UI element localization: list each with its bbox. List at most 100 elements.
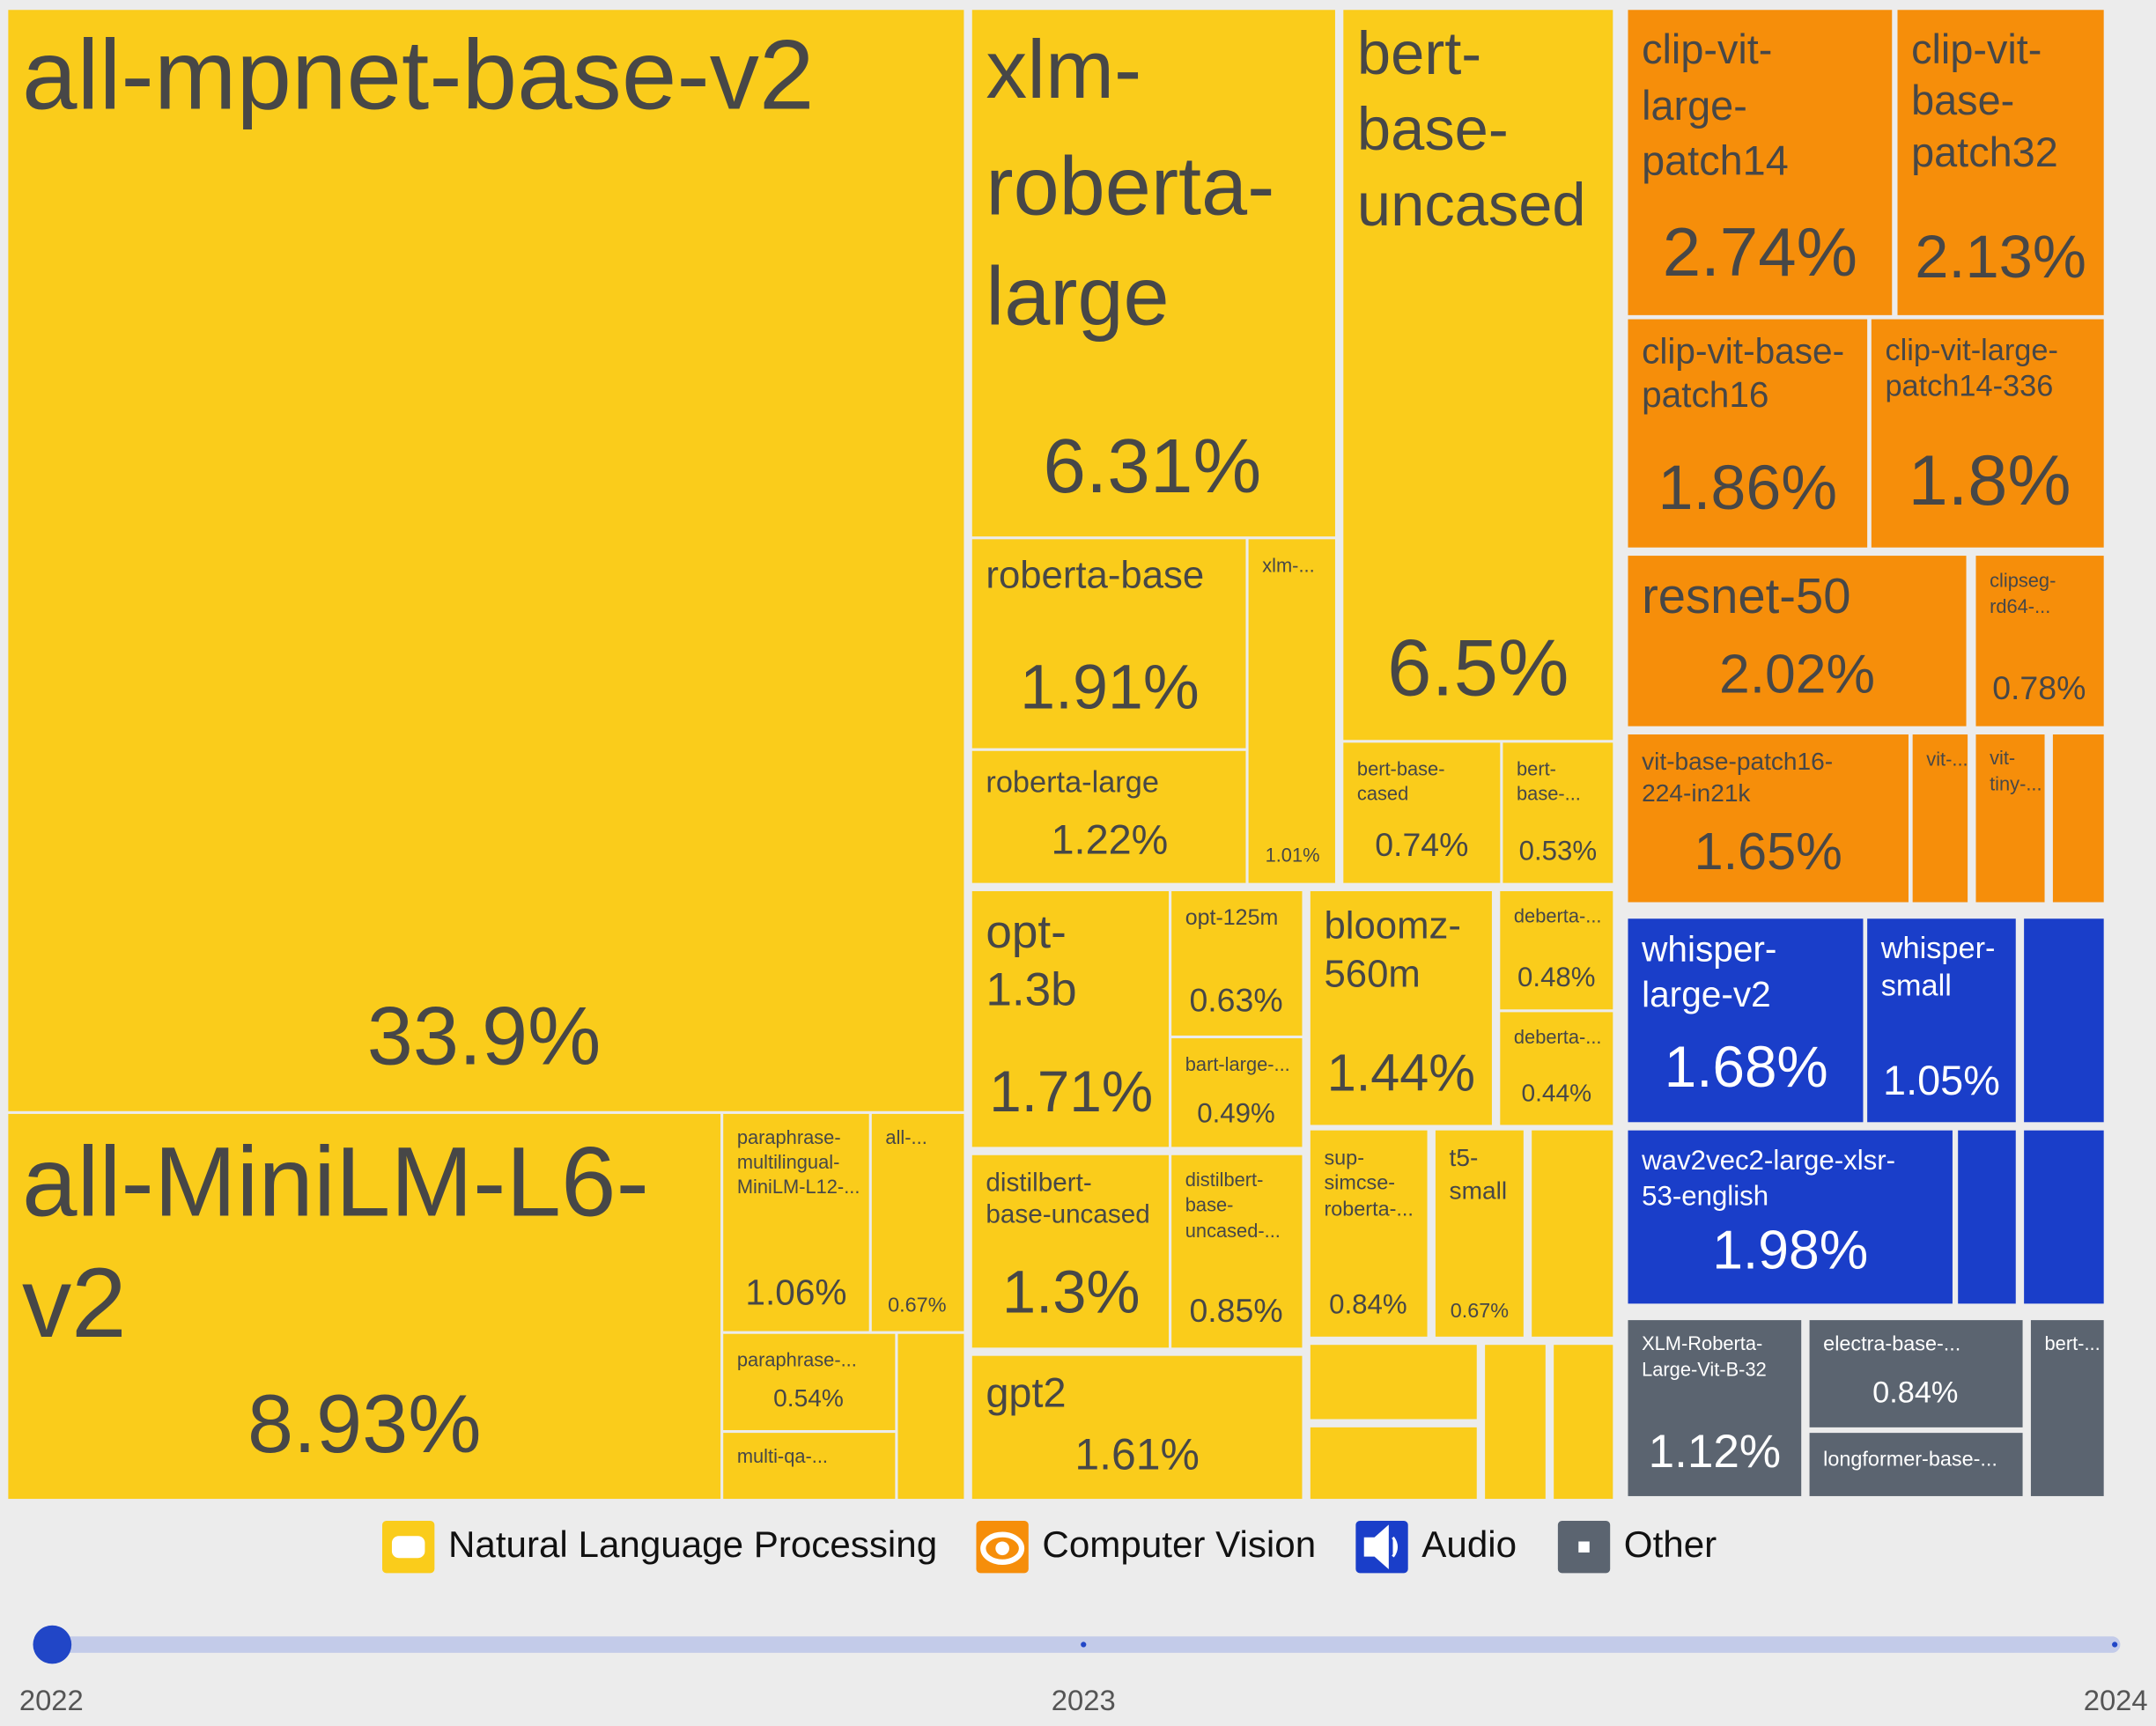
treemap-tile[interactable]: [971, 10, 1335, 537]
treemap-tile[interactable]: [971, 891, 1170, 1147]
tile-value: 0.44%: [1521, 1079, 1591, 1106]
legend-item[interactable]: Computer Vision: [976, 1521, 1316, 1574]
timeline-label: 2022: [19, 1684, 84, 1716]
tile-label: roberta-base: [986, 554, 1204, 597]
legend-item[interactable]: Other: [1557, 1521, 1717, 1574]
tile-label: MiniLM-L12-...: [737, 1176, 860, 1198]
tile-label: opt-125m: [1185, 905, 1278, 930]
treemap-tile[interactable]: [1867, 918, 2016, 1123]
tile-label: clipseg-: [1990, 569, 2056, 591]
treemap-tile[interactable]: [723, 1433, 896, 1500]
treemap-tile[interactable]: [1310, 1427, 1477, 1500]
treemap-tile[interactable]: [1171, 891, 1303, 1036]
tile-value: 1.61%: [1074, 1429, 1200, 1479]
treemap-tile[interactable]: [1975, 556, 2104, 727]
icon-shape: [391, 1536, 425, 1559]
icon-shape: [1578, 1541, 1590, 1553]
treemap-tile[interactable]: [2024, 1130, 2104, 1304]
treemap-tile[interactable]: [2052, 734, 2104, 903]
treemap-tile[interactable]: [897, 1333, 964, 1500]
treemap-tile[interactable]: [2030, 1320, 2104, 1496]
tile-label: paraphrase-: [737, 1126, 841, 1148]
treemap-tile[interactable]: [1871, 319, 2104, 548]
timeline-handle[interactable]: [33, 1625, 72, 1664]
treemap-tile[interactable]: [1554, 1345, 1613, 1500]
timeline-label: 2024: [2084, 1684, 2148, 1716]
tile-label: base-: [1357, 95, 1509, 163]
tile-value: 8.93%: [247, 1377, 482, 1470]
treemap-tile[interactable]: [1912, 734, 1968, 903]
treemap-tile[interactable]: [1532, 1130, 1613, 1337]
treemap-tile[interactable]: [723, 1113, 869, 1331]
tile-label: large-v2: [1642, 974, 1771, 1014]
treemap-tile[interactable]: [1975, 734, 2045, 903]
treemap-tile[interactable]: [971, 1154, 1170, 1348]
tile-value: 6.5%: [1387, 623, 1569, 712]
tile-value: 1.91%: [1020, 653, 1200, 723]
tile-value: 0.84%: [1872, 1376, 1958, 1409]
tile-label: all-...: [885, 1126, 927, 1148]
treemap-tile[interactable]: [1171, 1038, 1303, 1147]
legend: Natural Language Processing Computer Vis…: [382, 1521, 1717, 1574]
tile-label: 560m: [1324, 952, 1420, 995]
treemap-tile[interactable]: [1897, 10, 2104, 315]
tile-label: bert-base-: [1357, 757, 1445, 779]
treemap-tile[interactable]: [1958, 1130, 2016, 1304]
treemap-tile[interactable]: [871, 1113, 964, 1331]
tile-label: 53-english: [1642, 1180, 1768, 1211]
treemap-tile[interactable]: [1343, 10, 1613, 741]
treemap-tile[interactable]: [1248, 539, 1335, 883]
tile-label: patch16: [1642, 374, 1768, 415]
timeline: 2022 2023 2024: [19, 1625, 2148, 1716]
tile-label: tiny-...: [1990, 773, 2042, 795]
treemap-tile[interactable]: [971, 539, 1246, 749]
tile-label: cased: [1357, 782, 1408, 804]
treemap-tile[interactable]: [1435, 1130, 1524, 1337]
treemap-tile[interactable]: [971, 1355, 1303, 1500]
treemap-tile[interactable]: [1310, 1345, 1477, 1420]
tile-label: paraphrase-...: [737, 1349, 857, 1371]
treemap-tile[interactable]: [1310, 891, 1492, 1125]
treemap-tile[interactable]: [1628, 1130, 1953, 1304]
treemap-tile[interactable]: [1500, 1012, 1613, 1125]
tile-value: 2.13%: [1915, 223, 2086, 291]
tile-value: 1.3%: [1002, 1258, 1141, 1326]
treemap-tile[interactable]: [8, 1113, 721, 1500]
treemap-tile[interactable]: [1628, 734, 1909, 903]
treemap-tile[interactable]: [1628, 918, 1864, 1123]
treemap-tile[interactable]: [1310, 1130, 1428, 1337]
treemap-tile[interactable]: [723, 1333, 896, 1431]
legend-item[interactable]: Audio: [1355, 1521, 1517, 1574]
treemap-tile[interactable]: [1628, 556, 1967, 727]
tile-label: deberta-...: [1514, 904, 1602, 926]
tile-value: 0.67%: [1451, 1299, 1509, 1322]
legend-label: Computer Vision: [1042, 1523, 1316, 1565]
tile-label: patch32: [1911, 129, 2058, 175]
treemap-tile[interactable]: [1500, 891, 1613, 1010]
tile-value: 1.44%: [1327, 1043, 1475, 1102]
tile-label: all-mpnet-base-v2: [22, 19, 815, 130]
treemap-tile[interactable]: [1628, 10, 1893, 315]
timeline-label: 2023: [1052, 1684, 1116, 1716]
treemap-tile[interactable]: [1171, 1154, 1303, 1348]
legend-item[interactable]: Natural Language Processing: [382, 1521, 937, 1574]
treemap-tile[interactable]: [1628, 319, 1868, 548]
tile-value: 0.63%: [1189, 981, 1282, 1018]
tile-label: electra-base-...: [1823, 1331, 1960, 1354]
treemap-tile[interactable]: [1485, 1345, 1546, 1500]
treemap-tile[interactable]: [1628, 1320, 1802, 1496]
tile-label: Large-Vit-B-32: [1642, 1359, 1767, 1381]
treemap-tile[interactable]: [1809, 1320, 2023, 1427]
tile-label: bloomz-: [1324, 904, 1460, 948]
treemap-tile[interactable]: [2024, 918, 2104, 1123]
tile-label: xlm-...: [1262, 554, 1314, 576]
treemap-tile[interactable]: [971, 750, 1246, 883]
tile-label: small: [1450, 1176, 1508, 1204]
treemap-tile[interactable]: [8, 10, 964, 1111]
treemap-tile[interactable]: [1809, 1433, 2023, 1496]
treemap-tile[interactable]: [1343, 742, 1501, 883]
tile-label: patch14: [1642, 137, 1789, 183]
tile-value: 1.65%: [1695, 822, 1842, 881]
treemap-tile[interactable]: [1503, 742, 1613, 883]
